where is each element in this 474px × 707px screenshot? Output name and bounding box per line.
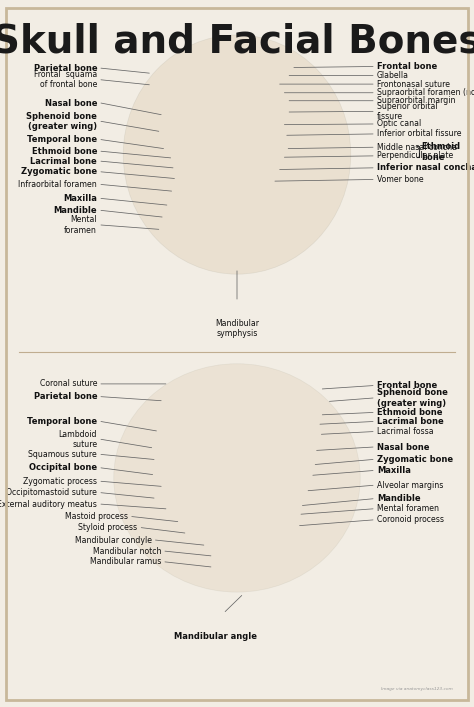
Text: Frontal  squama
of frontal bone: Frontal squama of frontal bone [34,70,97,90]
Text: Middle nasal concha: Middle nasal concha [377,143,457,152]
Text: Vomer bone: Vomer bone [377,175,423,184]
Text: Mandible: Mandible [54,206,97,215]
Text: Infraorbital foramen: Infraorbital foramen [18,180,97,189]
Text: Inferior orbital fissure: Inferior orbital fissure [377,129,461,139]
Text: Parietal bone: Parietal bone [34,392,97,401]
Text: Occipital bone: Occipital bone [29,463,97,472]
Text: Maxilla: Maxilla [377,466,410,475]
Ellipse shape [114,363,360,592]
Text: Styloid process: Styloid process [78,523,137,532]
Ellipse shape [123,35,351,274]
Text: Mandibular notch: Mandibular notch [92,547,161,556]
Text: Temporal bone: Temporal bone [27,417,97,426]
Text: Mandibular angle: Mandibular angle [174,632,257,641]
Text: Mandibular condyle: Mandibular condyle [75,536,152,544]
Text: Maxilla: Maxilla [64,194,97,203]
Text: Frontonasal suture: Frontonasal suture [377,80,450,88]
Text: Mandibular
symphysis: Mandibular symphysis [215,319,259,339]
Text: External auditory meatus: External auditory meatus [0,500,97,508]
Text: Mastoid process: Mastoid process [65,512,128,521]
Text: Nasal bone: Nasal bone [45,98,97,107]
Text: Mental foramen: Mental foramen [377,504,439,513]
Text: Squamous suture: Squamous suture [28,450,97,459]
Text: Sphenoid bone
(greater wing): Sphenoid bone (greater wing) [377,388,448,408]
Text: Coronal suture: Coronal suture [40,380,97,388]
Text: Lacrimal bone: Lacrimal bone [377,417,444,426]
Text: Optic canal: Optic canal [377,119,421,129]
Text: Lacrimal fossa: Lacrimal fossa [377,427,433,436]
Text: Mental
foramen: Mental foramen [64,216,97,235]
Text: Glabella: Glabella [377,71,409,80]
Text: Sphenoid bone
(greater wing): Sphenoid bone (greater wing) [26,112,97,131]
Text: Zygomatic bone: Zygomatic bone [21,168,97,176]
Text: Alveolar margins: Alveolar margins [377,481,443,490]
Text: Mandible: Mandible [377,494,420,503]
Text: Inferior nasal concha: Inferior nasal concha [377,163,474,173]
Text: Ethmoid bone: Ethmoid bone [377,408,442,417]
Text: Lacrimal bone: Lacrimal bone [30,157,97,165]
Text: Mandibular ramus: Mandibular ramus [90,557,161,566]
Text: Coronoid process: Coronoid process [377,515,444,525]
Text: Perpendicular plate: Perpendicular plate [377,151,453,160]
Text: Superior orbital
fissure: Superior orbital fissure [377,102,438,121]
Text: Zygomatic bone: Zygomatic bone [377,455,453,464]
Text: Nasal bone: Nasal bone [377,443,429,452]
Text: Occipitomastoid suture: Occipitomastoid suture [6,489,97,497]
Text: Temporal bone: Temporal bone [27,135,97,144]
Text: Parietal bone: Parietal bone [34,64,97,73]
Text: Supraorbital foramen (notch): Supraorbital foramen (notch) [377,88,474,98]
Text: Lambdoid
suture: Lambdoid suture [59,430,97,449]
Text: Frontal bone: Frontal bone [377,381,437,390]
Text: Zygomatic process: Zygomatic process [23,477,97,486]
Text: Ethmoid
bone: Ethmoid bone [421,142,460,162]
Text: Image via anatomyclass123.com: Image via anatomyclass123.com [381,687,453,691]
Text: Supraorbital margin: Supraorbital margin [377,96,456,105]
Text: Ethmoid bone: Ethmoid bone [32,147,97,156]
Text: Frontal bone: Frontal bone [377,62,437,71]
Text: Skull and Facial Bones: Skull and Facial Bones [0,23,474,61]
